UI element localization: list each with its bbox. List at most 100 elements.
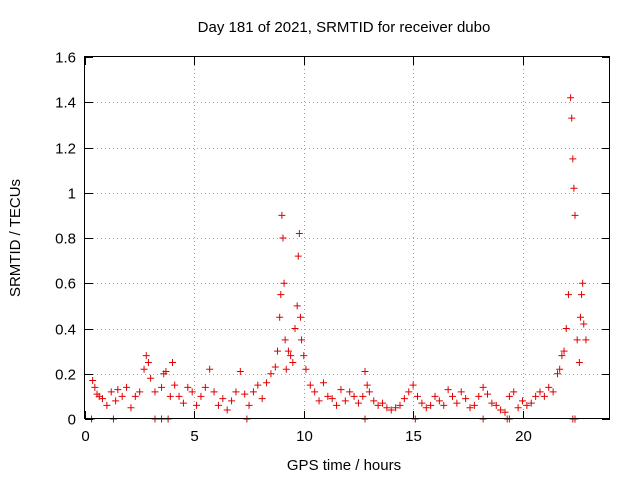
data-point xyxy=(295,229,303,237)
data-point xyxy=(293,302,301,310)
data-point xyxy=(505,392,513,400)
data-point xyxy=(361,367,369,375)
data-point xyxy=(311,388,319,396)
data-point xyxy=(387,406,395,414)
data-point xyxy=(484,390,491,398)
data-point xyxy=(188,388,196,396)
data-point xyxy=(276,313,284,321)
x-tick-label: 15 xyxy=(405,428,422,445)
data-point xyxy=(280,279,288,287)
data-point xyxy=(383,404,391,412)
x-tick-label: 10 xyxy=(296,428,313,445)
data-points xyxy=(88,94,590,423)
data-point xyxy=(236,367,244,375)
data-point xyxy=(197,392,205,400)
data-point xyxy=(554,370,561,378)
data-point xyxy=(291,325,299,332)
data-point xyxy=(201,383,209,391)
data-point xyxy=(294,252,302,260)
data-point xyxy=(300,352,308,360)
data-point xyxy=(379,399,386,407)
data-point xyxy=(328,395,336,403)
data-point xyxy=(214,401,222,409)
data-point xyxy=(488,399,496,407)
data-point xyxy=(267,370,275,378)
data-point xyxy=(277,291,285,299)
data-point xyxy=(568,114,576,122)
data-point xyxy=(142,352,150,360)
data-point xyxy=(144,358,152,366)
data-point xyxy=(219,395,227,403)
grid-lines xyxy=(85,57,610,419)
data-point xyxy=(258,395,266,403)
data-point xyxy=(103,401,111,409)
data-point xyxy=(107,388,115,396)
data-point xyxy=(151,388,159,396)
y-tick-label: 0 xyxy=(68,412,76,429)
data-point xyxy=(279,234,287,242)
data-point xyxy=(475,392,483,400)
data-point xyxy=(158,383,166,391)
data-point xyxy=(422,404,430,412)
data-point xyxy=(350,392,358,400)
data-point xyxy=(206,365,214,373)
data-point xyxy=(302,365,310,373)
chart-title: Day 181 of 2021, SRMTID for receiver dub… xyxy=(198,19,491,36)
data-point xyxy=(232,388,240,396)
data-point xyxy=(123,383,131,391)
data-point xyxy=(337,386,345,394)
data-point xyxy=(171,381,179,389)
y-tick-label: 1.6 xyxy=(55,50,76,67)
y-tick-label: 0.2 xyxy=(55,367,76,384)
data-point xyxy=(281,336,289,344)
data-point xyxy=(289,358,297,366)
data-point xyxy=(545,383,553,391)
data-point xyxy=(210,388,218,396)
data-point xyxy=(567,94,575,102)
data-point xyxy=(324,392,332,400)
data-point xyxy=(363,381,371,389)
data-point xyxy=(536,388,544,396)
data-point xyxy=(175,392,183,400)
data-point xyxy=(298,336,306,344)
data-point xyxy=(169,358,176,366)
data-point xyxy=(370,397,378,405)
data-point xyxy=(319,379,327,387)
data-point xyxy=(575,358,583,366)
data-point xyxy=(492,401,500,409)
data-point xyxy=(435,397,443,405)
data-point xyxy=(457,388,465,396)
data-point xyxy=(396,401,404,409)
data-point xyxy=(560,347,568,355)
y-tick-label: 1.2 xyxy=(55,141,76,158)
data-point xyxy=(193,401,201,409)
data-point xyxy=(571,211,579,219)
data-point xyxy=(414,392,421,400)
x-tick-label: 5 xyxy=(190,428,198,445)
data-point xyxy=(263,379,271,387)
data-point xyxy=(249,388,257,396)
data-point xyxy=(91,383,99,391)
data-point xyxy=(333,401,341,409)
data-point xyxy=(184,383,192,391)
data-point xyxy=(427,401,435,409)
data-point xyxy=(440,401,448,409)
data-point xyxy=(315,397,323,405)
data-point xyxy=(558,352,566,360)
data-point xyxy=(418,399,426,407)
data-point xyxy=(112,397,120,405)
data-point xyxy=(282,365,290,373)
data-point xyxy=(89,377,97,385)
data-point xyxy=(271,363,279,371)
data-point xyxy=(479,383,487,391)
y-tick-label: 1.4 xyxy=(55,95,76,112)
data-point xyxy=(523,401,531,409)
x-tick-label: 20 xyxy=(515,428,532,445)
data-point xyxy=(346,388,354,396)
data-point xyxy=(532,392,540,400)
data-point xyxy=(140,365,148,373)
data-point xyxy=(179,399,187,407)
data-point xyxy=(453,399,461,407)
data-point xyxy=(365,388,373,396)
data-point xyxy=(569,155,577,163)
